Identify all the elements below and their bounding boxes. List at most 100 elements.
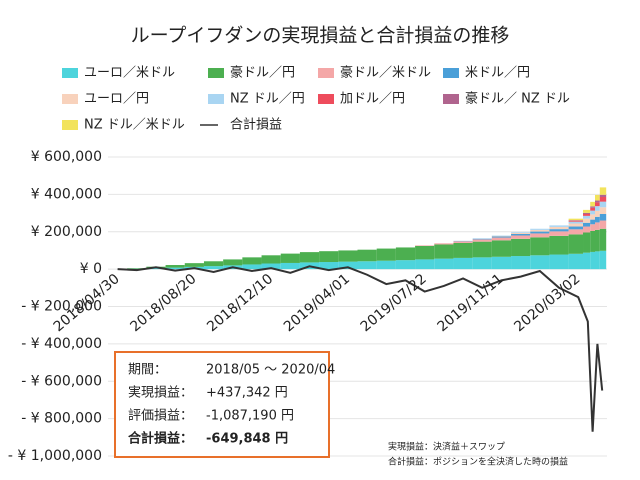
bar-segment: [357, 261, 377, 270]
bar-segment: [590, 231, 596, 252]
info-value: +437,342 円: [206, 386, 288, 401]
bar-segment: [595, 216, 600, 223]
bar-segment: [491, 237, 512, 241]
legend-swatch: [443, 94, 459, 104]
bar-segment: [549, 235, 569, 255]
bar-segment: [472, 257, 492, 270]
bar-segment: [595, 194, 600, 201]
bar-segment: [568, 223, 584, 227]
bar-segment: [599, 196, 607, 202]
y-tick-label: - ¥ 1,000,000: [8, 448, 102, 464]
bar-segment: [434, 244, 454, 259]
y-tick-label: - ¥ 600,000: [21, 373, 102, 389]
bar-segment: [280, 262, 300, 270]
chart-title: ループイフダンの実現損益と合計損益の推移: [131, 25, 510, 47]
x-tick-label: 2018/12/10: [204, 271, 276, 335]
bar-segment: [590, 224, 596, 232]
bar-segment: [415, 259, 435, 270]
bar-segment: [319, 251, 339, 263]
bar-segment: [549, 254, 569, 270]
y-tick-label: ¥ 400,000: [31, 186, 102, 202]
bar-segment: [583, 209, 591, 213]
legend-label: 米ドル／円: [465, 66, 530, 81]
bar-segment: [549, 226, 569, 230]
info-value: -1,087,190 円: [206, 409, 294, 424]
bar-segment: [376, 248, 396, 261]
bar-segment: [568, 221, 584, 224]
bar-segment: [549, 225, 569, 227]
legend-swatch: [208, 94, 224, 104]
bar-segment: [595, 222, 600, 230]
bar-segment: [595, 251, 600, 270]
legend-swatch: [62, 68, 78, 78]
bar-segment: [599, 187, 607, 195]
bar-segment: [491, 235, 512, 237]
bar-segment: [491, 236, 512, 238]
legend-swatch: [62, 94, 78, 104]
bar-segment: [530, 229, 550, 232]
legend-swatch: [62, 120, 78, 130]
bar-segment: [472, 239, 492, 242]
legend-swatch: [208, 68, 224, 78]
bar-segment: [530, 231, 550, 234]
bar-segment: [511, 232, 531, 233]
bar-segment: [549, 229, 569, 232]
legend-label: 加ドル／円: [340, 92, 405, 107]
bar-segment: [491, 240, 512, 257]
bar-segment: [242, 264, 262, 270]
bar-segment: [583, 212, 591, 214]
bar-segment: [511, 238, 531, 257]
bar-segment: [568, 229, 584, 235]
bar-segment: [530, 237, 550, 256]
bar-segment: [127, 268, 147, 269]
bar-segment: [511, 232, 531, 234]
bar-segment: [299, 252, 320, 263]
bar-segment: [599, 207, 607, 214]
bar-segment: [590, 251, 596, 270]
info-value: -649,848 円: [206, 432, 288, 447]
bar-segment: [568, 220, 584, 222]
legend-label: ユーロ／米ドル: [84, 66, 175, 81]
y-tick-label: ¥ 600,000: [31, 149, 102, 165]
info-label: 評価損益：: [128, 409, 193, 424]
x-tick-label: 2018/08/20: [127, 271, 199, 335]
legend-label: NZ ドル／円: [230, 92, 305, 107]
bar-segment: [203, 266, 224, 270]
x-tick-label: 2019/04/01: [281, 271, 353, 335]
bar-segment: [165, 267, 185, 270]
bar-segment: [165, 265, 185, 268]
legend-label: 豪ドル／米ドル: [340, 65, 431, 81]
bar-segment: [595, 200, 600, 203]
bar-segment: [184, 263, 204, 267]
legend-label: 豪ドル／円: [230, 65, 295, 81]
bar-segment: [530, 233, 550, 238]
x-tick-label: 2019/07/22: [358, 271, 430, 335]
bar-segment: [357, 249, 377, 262]
bar-segment: [568, 220, 584, 221]
y-tick-label: - ¥ 400,000: [21, 336, 102, 352]
legend-swatch: [318, 68, 334, 78]
bar-segment: [599, 220, 607, 229]
bar-segment: [583, 232, 591, 253]
y-tick-label: ¥ 200,000: [31, 224, 102, 240]
bar-segment: [549, 231, 569, 236]
bar-segment: [595, 210, 600, 217]
legend-label: NZ ドル／米ドル: [84, 118, 185, 133]
bar-segment: [491, 256, 512, 270]
bar-segment: [590, 219, 596, 225]
legend-label: ユーロ／円: [84, 92, 149, 107]
bar-segment: [583, 252, 591, 270]
bar-segment: [568, 253, 584, 270]
info-value: 2018/05 ～ 2020/04: [206, 363, 335, 378]
bar-segment: [453, 242, 473, 258]
bar-segment: [223, 259, 243, 266]
bar-segment: [203, 261, 224, 267]
x-tick-label: 2019/11/11: [434, 271, 506, 335]
info-label: 実現損益：: [128, 385, 193, 401]
bar-segment: [511, 256, 531, 270]
bar-segment: [590, 207, 596, 211]
legend-swatch: [443, 68, 459, 78]
bar-segment: [472, 241, 492, 258]
bar-segment: [599, 194, 607, 197]
